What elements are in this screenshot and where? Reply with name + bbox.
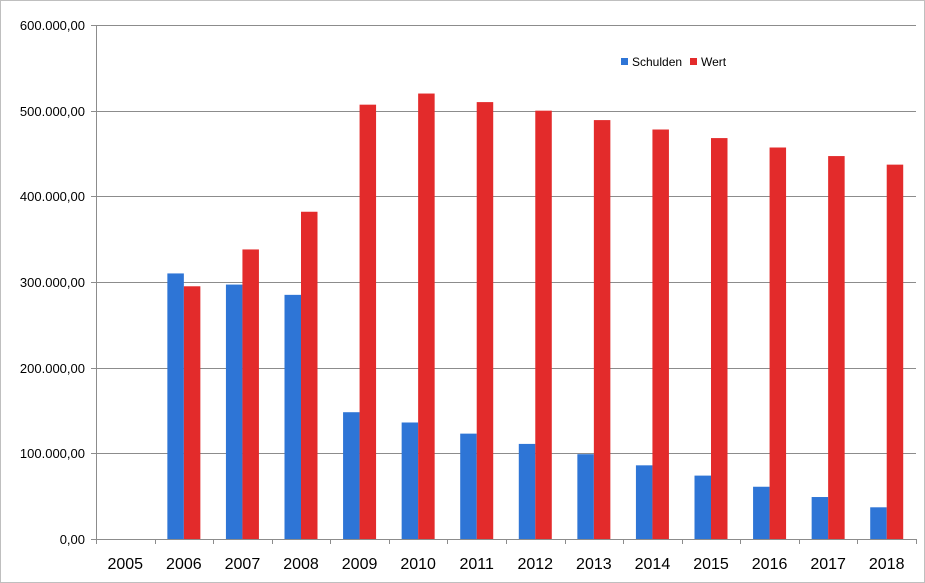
bar-schulden-2012: [518, 443, 536, 539]
bar-schulden-2015: [694, 475, 711, 539]
x-tick-label: 2015: [693, 556, 729, 573]
x-tick-label: 2014: [635, 556, 671, 573]
bar-wert-2007: [242, 249, 259, 540]
bar-schulden-2017: [811, 497, 829, 539]
y-tick-label: 200.000,00: [20, 361, 85, 376]
x-tick-label: 2012: [517, 556, 553, 573]
bar-schulden-2016: [753, 486, 770, 539]
x-tick-label: 2011: [460, 556, 495, 573]
y-tick-label: 400.000,00: [20, 189, 85, 204]
bar-wert-2006: [183, 286, 201, 539]
bar-wert-2013: [593, 120, 611, 539]
legend-swatch-wert: [690, 58, 697, 65]
bar-schulden-2014: [635, 465, 653, 539]
bar-wert-2009: [359, 104, 377, 540]
y-tick-label: 600.000,00: [20, 18, 85, 33]
legend-swatch-schulden: [621, 58, 628, 65]
y-tick-label: 0,00: [60, 532, 85, 547]
bar-schulden-2009: [343, 412, 360, 539]
bar-wert-2017: [828, 156, 845, 539]
bar-schulden-2008: [284, 294, 301, 539]
bar-wert-2016: [769, 147, 787, 539]
x-tick-label: 2013: [576, 556, 612, 573]
x-tick-label: 2008: [283, 556, 319, 573]
x-tick-label: 2007: [225, 556, 261, 573]
bar-schulden-2018: [870, 507, 887, 539]
x-tick-label: 2009: [342, 556, 378, 573]
bar-layer: [167, 93, 904, 540]
bar-wert-2012: [535, 110, 552, 540]
x-tick-label: 2016: [752, 556, 788, 573]
x-tick-label: 2006: [166, 556, 202, 573]
bar-wert-2014: [652, 129, 669, 539]
bar-schulden-2006: [167, 273, 184, 539]
x-tick-label: 2010: [400, 556, 436, 573]
x-tick-label: 2017: [810, 556, 846, 573]
x-tick-label: 2005: [107, 556, 143, 573]
y-tick-label: 300.000,00: [20, 275, 85, 290]
x-tick-label: 2018: [869, 556, 905, 573]
axis-layer: 0,00 100.000,00 200.000,00 300.000,00 400.00…: [20, 18, 917, 573]
bar-wert-2011: [476, 102, 494, 539]
legend: Schulden Wert: [621, 55, 727, 69]
bar-wert-2015: [711, 138, 728, 539]
bar-wert-2010: [418, 93, 435, 540]
bar-wert-2018: [886, 164, 904, 540]
bar-schulden-2010: [401, 422, 419, 539]
legend-label-schulden: Schulden: [632, 55, 682, 69]
bar-schulden-2013: [577, 454, 594, 539]
bar-schulden-2007: [225, 284, 243, 539]
bar-wert-2008: [301, 211, 318, 539]
y-tick-label: 500.000,00: [20, 104, 85, 119]
grid-layer: [91, 25, 916, 540]
y-tick-label: 100.000,00: [20, 446, 85, 461]
legend-label-wert: Wert: [701, 55, 727, 69]
bar-schulden-2011: [460, 433, 477, 539]
